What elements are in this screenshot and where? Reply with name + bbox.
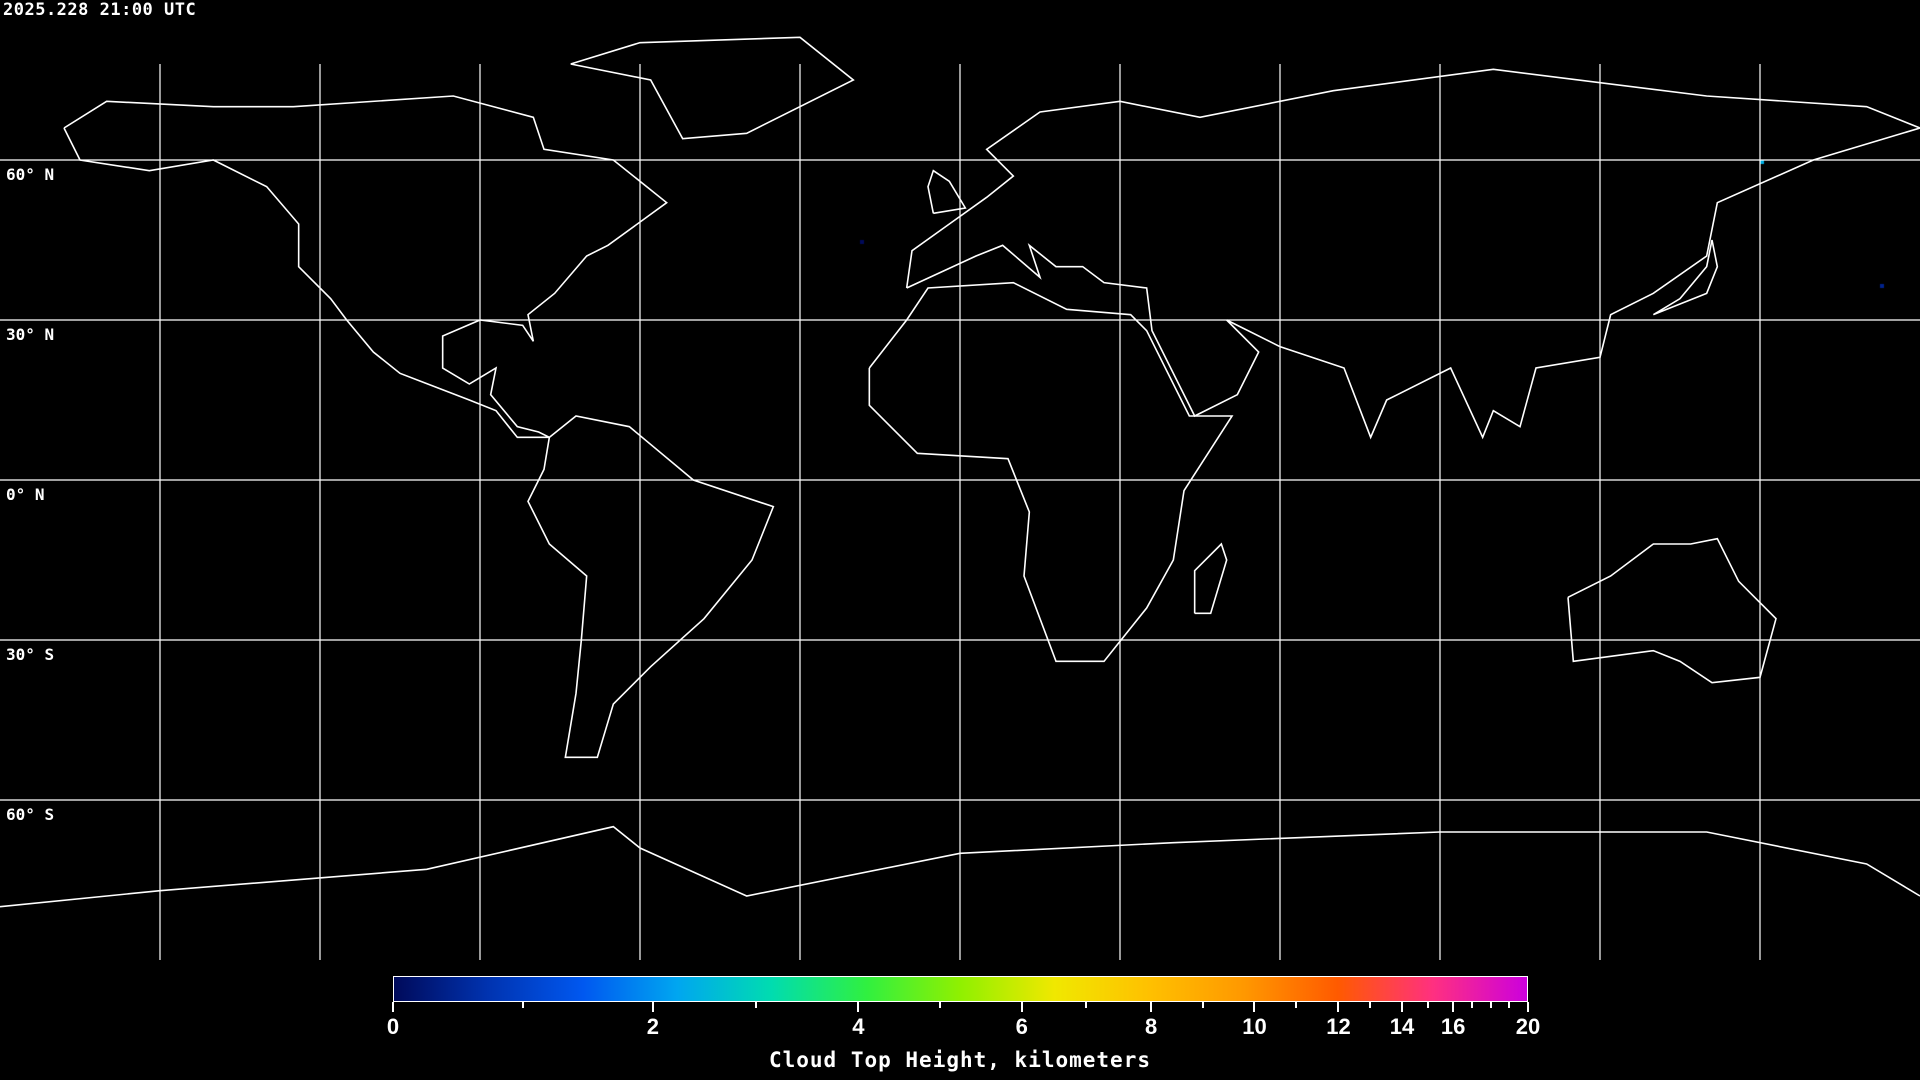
minor-tick: [1085, 1002, 1088, 1008]
lat-label-60s: 60° S: [6, 805, 55, 824]
coastline-australia: [1567, 537, 1777, 684]
coastline-africa: [868, 281, 1234, 663]
lat-label-30s: 30° S: [6, 645, 55, 664]
minor-tick: [1508, 1002, 1511, 1008]
major-tick: [857, 1002, 860, 1012]
lat-label-0n: 0° N: [6, 485, 45, 504]
coastline-south-america: [527, 415, 775, 759]
map-overlay: [0, 36, 1920, 960]
major-tick: [1253, 1002, 1256, 1012]
tick-label: 8: [1145, 1014, 1158, 1039]
coastline-greenland: [570, 36, 855, 140]
coastline-eurasia: [905, 68, 1920, 440]
major-tick: [1150, 1002, 1153, 1012]
major-tick: [1337, 1002, 1340, 1012]
major-tick: [1401, 1002, 1403, 1012]
minor-tick: [1426, 1002, 1429, 1008]
coastline-madagascar: [1193, 542, 1228, 615]
minor-tick: [1201, 1002, 1204, 1008]
major-tick: [1020, 1002, 1023, 1012]
minor-tick: [1295, 1002, 1298, 1008]
minor-tick: [1470, 1002, 1473, 1008]
colorbar: [393, 976, 1528, 1002]
minor-tick: [1489, 1002, 1492, 1008]
tick-label: 14: [1389, 1014, 1415, 1039]
major-tick: [651, 1002, 654, 1012]
major-tick: [1452, 1002, 1455, 1012]
lat-label-60n: 60° N: [6, 165, 55, 184]
tick-label: 20: [1515, 1014, 1541, 1039]
tick-label: 0: [386, 1014, 400, 1039]
coastline-north-america: [63, 95, 668, 439]
colorbar-title: Cloud Top Height, kilometers: [768, 1048, 1151, 1072]
major-tick: [392, 1002, 394, 1012]
tick-label: 10: [1242, 1014, 1267, 1039]
minor-tick: [1369, 1002, 1372, 1008]
minor-tick: [521, 1002, 524, 1008]
coastline-japan: [1652, 239, 1719, 316]
tick-label: 12: [1326, 1014, 1351, 1039]
cloud-top-height-map: [0, 0, 1920, 960]
minor-tick: [754, 1002, 757, 1008]
tick-label: 2: [646, 1014, 660, 1039]
minor-tick: [939, 1002, 942, 1008]
tick-label: 16: [1440, 1014, 1466, 1039]
tick-label: 4: [852, 1014, 865, 1039]
tick-label: 6: [1015, 1014, 1028, 1039]
timestamp: 2025.228 21:00 UTC: [3, 0, 197, 20]
major-tick: [1527, 1002, 1529, 1012]
lat-lon-grid: [0, 64, 1920, 960]
coastline-antarctica: [0, 825, 1920, 908]
lat-label-30n: 30° N: [6, 325, 55, 344]
